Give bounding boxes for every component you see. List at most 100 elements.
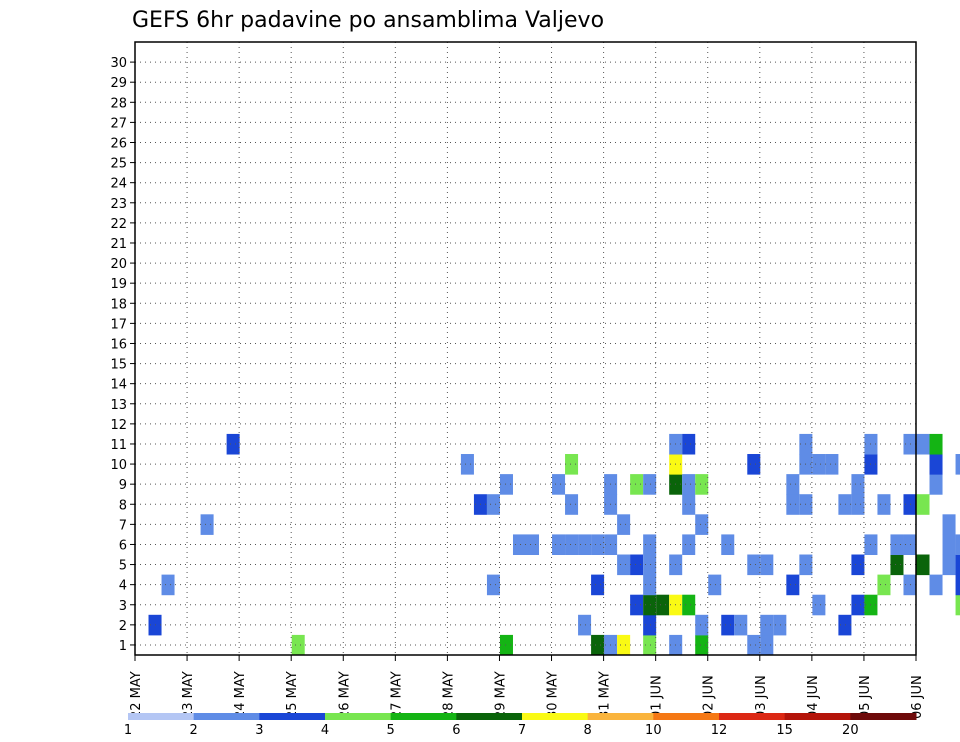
heatmap-cell [643, 614, 657, 636]
y-tick-label: 13 [110, 398, 127, 413]
heatmap-cell [630, 594, 644, 616]
legend-label: 4 [321, 723, 329, 738]
heatmap-cell [786, 574, 800, 596]
heatmap-cell [512, 534, 526, 556]
x-tick-label: 31 MAY [598, 671, 613, 719]
x-tick-label: 22 MAY [129, 671, 144, 719]
heatmap-cell [877, 574, 891, 596]
heatmap-cell [499, 474, 513, 495]
heatmap-cell [591, 534, 605, 556]
y-tick-label: 12 [110, 418, 127, 433]
heatmap-cell [721, 614, 735, 636]
y-tick-label: 25 [110, 157, 127, 172]
legend-label: 10 [645, 723, 662, 738]
heatmap-cell [578, 534, 592, 556]
y-tick-label: 28 [110, 96, 127, 111]
legend-swatch [456, 713, 523, 720]
y-tick-label: 6 [119, 538, 127, 553]
heatmap-cell [929, 433, 943, 455]
x-tick-label: 05 JUN [858, 675, 873, 719]
heatmap-cell [773, 614, 787, 636]
heatmap-cell [291, 634, 305, 656]
heatmap-cell [460, 454, 474, 475]
grid-lines [135, 42, 916, 655]
heatmap-cell [786, 474, 800, 495]
color-legend: 1 2 3 4 5 6 7 8 10 12 15 20 [124, 713, 917, 738]
heatmap-cell [226, 433, 240, 455]
heatmap-cell [499, 634, 513, 656]
heatmap-cell [565, 534, 579, 556]
heatmap-cell [617, 554, 631, 576]
heatmap-cell [682, 594, 696, 616]
heatmap-cell [695, 514, 709, 535]
legend-label: 5 [387, 723, 395, 738]
legend-label: 12 [711, 723, 728, 738]
heatmap-cell [643, 534, 657, 556]
y-tick-label: 7 [119, 518, 127, 533]
x-tick-label: 23 MAY [181, 671, 196, 719]
heatmap-cell [942, 534, 956, 556]
heatmap-cell [630, 474, 644, 495]
heatmap-cell [656, 594, 670, 616]
heatmap-cell [552, 474, 566, 495]
heatmap-cell [851, 474, 865, 495]
plot-frame [134, 41, 917, 656]
legend-label: 6 [452, 723, 460, 738]
y-tick-label: 23 [110, 197, 127, 212]
heatmap-cell [486, 494, 500, 515]
y-tick-label: 27 [110, 116, 127, 131]
heatmap-cell [890, 554, 904, 576]
heatmap-cell [942, 554, 956, 576]
heatmap-cell [916, 433, 930, 455]
x-tick-label: 01 JUN [650, 675, 665, 719]
y-tick-label: 18 [110, 297, 127, 312]
heatmap-cell [682, 474, 696, 495]
heatmap-cell [929, 454, 943, 475]
legend-swatch [193, 713, 260, 720]
legend-label: 15 [776, 723, 793, 738]
legend-swatch [719, 713, 786, 720]
legend-swatch [390, 713, 457, 720]
heatmap-cell [851, 594, 865, 616]
y-tick-label: 17 [110, 317, 127, 332]
heatmap-cell [812, 594, 826, 616]
legend-label: 1 [124, 723, 132, 738]
y-tick-label: 20 [110, 257, 127, 272]
heatmap-cell [916, 494, 930, 515]
heatmap-cell [916, 554, 930, 576]
heatmap-cell [942, 514, 956, 535]
legend-swatch [522, 713, 589, 720]
heatmap-cell [955, 594, 960, 616]
y-tick-label: 22 [110, 217, 127, 232]
heatmap-cell [851, 554, 865, 576]
x-tick-label: 04 JUN [806, 675, 821, 719]
heatmap-cell [682, 433, 696, 455]
heatmap-cell [617, 514, 631, 535]
heatmap-cell [929, 574, 943, 596]
heatmap-cell [161, 574, 175, 596]
x-tick-label: 30 MAY [546, 671, 561, 719]
y-tick-label: 24 [110, 177, 127, 192]
heatmap-cell [955, 454, 960, 475]
x-tick-label: 03 JUN [754, 675, 769, 719]
heatmap-cell [682, 494, 696, 515]
heatmap-cell [591, 574, 605, 596]
legend-label: 8 [584, 723, 592, 738]
y-tick-label: 29 [110, 76, 127, 91]
heatmap-cell [643, 554, 657, 576]
heatmap-cell [617, 634, 631, 656]
heatmap-cell [565, 494, 579, 515]
y-tick-label: 30 [110, 56, 127, 71]
heatmap-cells [148, 433, 960, 656]
heatmap-cell [643, 474, 657, 495]
heatmap-cell [630, 554, 644, 576]
heatmap-cell [747, 454, 761, 475]
heatmap-cell [486, 574, 500, 596]
heatmap-cell [591, 634, 605, 656]
y-tick-label: 4 [119, 579, 127, 594]
x-tick-label: 28 MAY [441, 671, 456, 719]
x-tick-label: 24 MAY [233, 671, 248, 719]
heatmap-cell [760, 554, 774, 576]
y-tick-label: 1 [119, 639, 127, 654]
